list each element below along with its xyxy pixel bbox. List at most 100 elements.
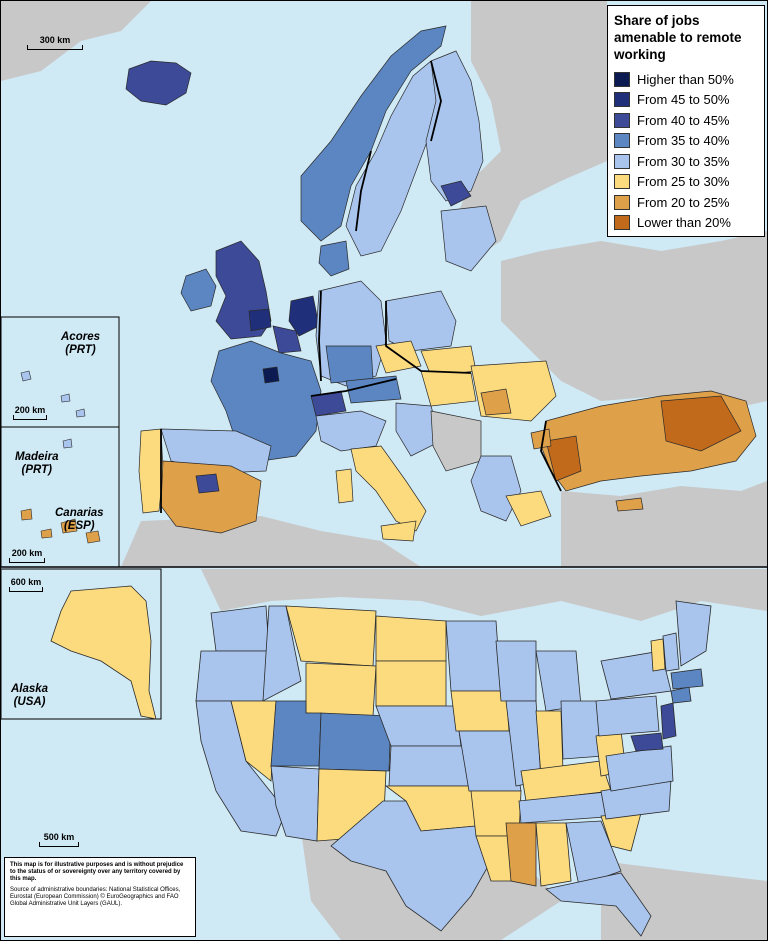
region-istanbul <box>530 428 552 450</box>
state-maryland <box>630 732 664 752</box>
scalebar-label: 200 km <box>14 405 46 415</box>
disclaimer-box: This map is for illustrative purposes an… <box>4 857 196 937</box>
legend-label: Higher than 50% <box>637 71 734 87</box>
inset-code: (USA) <box>13 696 46 708</box>
state-maine <box>675 600 712 667</box>
scalebar-europe: 300 km <box>27 35 83 50</box>
inset-name: Madeira <box>15 451 59 463</box>
region-croatia <box>395 402 442 457</box>
legend-label: From 40 to 45% <box>637 112 730 128</box>
legend-item: From 40 to 45% <box>614 110 758 131</box>
legend-item: From 30 to 35% <box>614 151 758 172</box>
scalebar-label: 200 km <box>11 548 43 558</box>
region-baltics <box>440 205 497 272</box>
region-romania <box>470 360 557 422</box>
scalebar-usa: 500 km <box>39 832 79 847</box>
region-turkey-east <box>660 395 742 452</box>
inset-label-madeira: Madeira (PRT) <box>15 451 58 477</box>
scalebar-line <box>9 558 45 563</box>
legend-label: From 25 to 30% <box>637 174 730 190</box>
region-cyprus <box>615 497 644 512</box>
inset-label-canarias: Canarias (ESP) <box>55 507 104 533</box>
region-iceland <box>125 60 192 106</box>
scalebar-acores: 200 km <box>13 405 47 420</box>
inset-name: Alaska <box>11 683 49 695</box>
inset-code: (ESP) <box>63 520 95 532</box>
region-portugal <box>138 428 164 514</box>
inset-label-acores: Acores (PRT) <box>61 331 100 357</box>
legend-label: From 30 to 35% <box>637 153 730 169</box>
europe-regions <box>125 25 757 542</box>
source-text: Source of administrative boundaries: Nat… <box>10 887 181 907</box>
region-czechia <box>375 340 422 374</box>
region-sicily <box>380 520 417 542</box>
legend-item: From 45 to 50% <box>614 90 758 111</box>
legend-swatch <box>614 153 630 169</box>
scalebar-label: 300 km <box>39 35 71 45</box>
national-borders <box>160 60 562 513</box>
legend-label: From 35 to 40% <box>637 133 730 149</box>
state-south-dakota <box>375 660 447 707</box>
state-massachusetts <box>670 668 704 690</box>
state-alabama <box>535 822 572 887</box>
region-london <box>248 308 272 332</box>
legend-label: From 20 to 25% <box>637 194 730 210</box>
inset-label-alaska: Alaska (USA) <box>11 683 48 709</box>
region-spain-center <box>160 460 262 534</box>
region-norway <box>300 25 447 242</box>
region-romania-sw <box>480 388 512 416</box>
region-paris <box>262 366 280 384</box>
scalebar-canarias: 200 km <box>9 548 45 563</box>
inset-code: (PRT) <box>21 464 52 476</box>
state-pennsylvania <box>595 695 660 737</box>
legend-swatch <box>614 174 630 190</box>
state-minnesota <box>445 620 502 692</box>
us-states <box>195 600 712 937</box>
region-italy-center <box>350 445 427 532</box>
state-connecticut <box>670 686 692 704</box>
state-georgia <box>565 820 622 887</box>
inset-name: Acores <box>61 331 100 343</box>
state-new-hampshire <box>662 632 680 672</box>
legend-swatch <box>614 71 630 87</box>
legend-swatch <box>614 112 630 128</box>
region-spain-north <box>160 428 272 474</box>
state-vermont <box>650 638 666 672</box>
state-wyoming <box>305 662 377 717</box>
scalebar-label: 600 km <box>10 577 42 587</box>
state-mississippi <box>505 822 537 887</box>
region-italy-north <box>315 410 387 452</box>
legend-label: Lower than 20% <box>637 215 731 231</box>
inset-code: (PRT) <box>65 344 96 356</box>
legend-swatch <box>614 92 630 108</box>
region-austria <box>345 375 402 404</box>
region-ireland <box>180 268 217 312</box>
region-alaska <box>50 585 157 720</box>
inset-boxes <box>1 316 120 568</box>
scalebar-line <box>27 45 83 50</box>
region-hungary <box>420 370 477 407</box>
legend-item: Higher than 50% <box>614 69 758 90</box>
scalebar-alaska: 600 km <box>9 577 43 592</box>
legend-swatch <box>614 133 630 149</box>
state-nebraska <box>375 705 462 747</box>
region-france <box>210 340 322 462</box>
state-florida <box>545 872 652 937</box>
region-denmark <box>318 240 350 277</box>
disclaimer-text: This map is for illustrative purposes an… <box>10 862 184 882</box>
scalebar-line <box>13 415 47 420</box>
state-colorado <box>318 712 392 772</box>
region-finland-capital <box>440 180 472 207</box>
state-wisconsin <box>495 640 537 702</box>
state-montana <box>285 605 377 667</box>
legend: Share of jobs amenable to remote working… <box>607 5 765 237</box>
legend-swatch <box>614 215 630 231</box>
state-kansas <box>388 745 470 787</box>
legend-item: Lower than 20% <box>614 213 758 234</box>
scalebar-label: 500 km <box>43 832 75 842</box>
region-germany-south <box>325 345 374 384</box>
state-idaho <box>262 605 302 702</box>
state-north-dakota <box>375 615 447 662</box>
